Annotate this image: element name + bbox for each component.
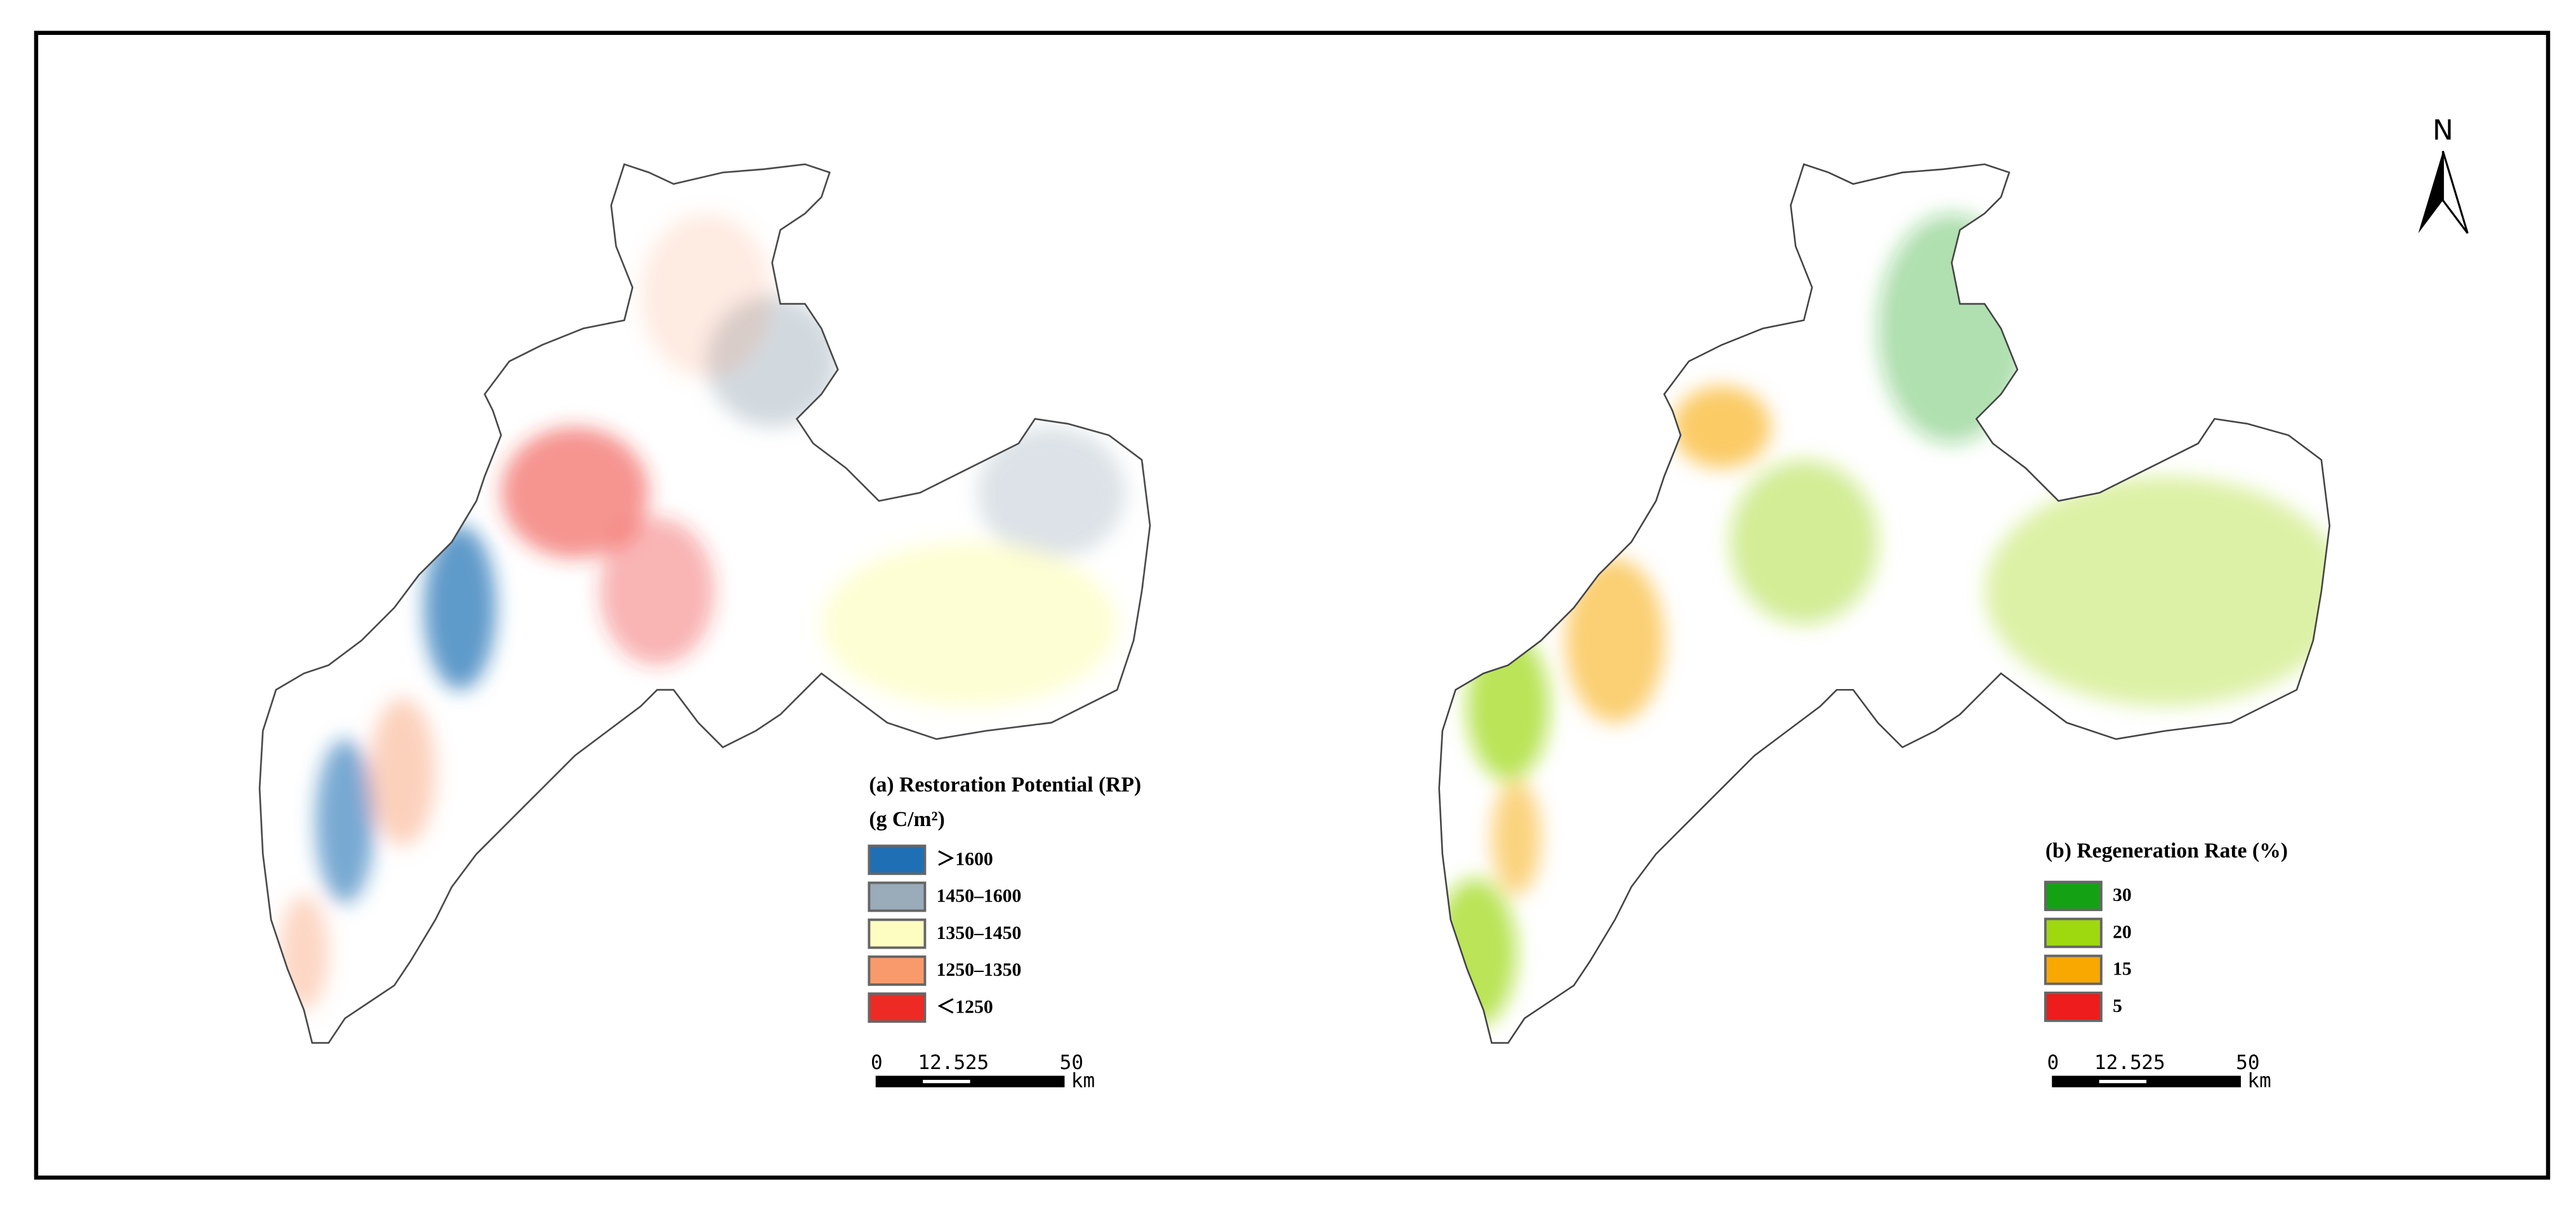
- legend-label: 5: [2113, 995, 2122, 1016]
- legend-label: ＜1250: [937, 996, 993, 1017]
- patch: [369, 698, 435, 846]
- legend-label: 15: [2113, 959, 2132, 980]
- patch: [1985, 476, 2330, 707]
- legend-label: 1250–1350: [937, 959, 1022, 980]
- legend-swatch: [868, 881, 927, 912]
- patch: [1491, 780, 1542, 895]
- patch: [423, 525, 496, 690]
- patch: [1672, 386, 1771, 468]
- scale-label: 12.5: [918, 1051, 965, 1074]
- arrow-right: [2441, 150, 2469, 234]
- scale-bar-segment: [2099, 1080, 2147, 1084]
- scale-bar-segment: [923, 1080, 970, 1084]
- legend-label: 30: [2113, 884, 2132, 905]
- north-arrow: N: [2418, 114, 2469, 234]
- patch: [1565, 558, 1665, 723]
- scale-label: 0: [871, 1051, 883, 1074]
- legend-swatch: [2044, 917, 2103, 949]
- scale-label: 25: [2141, 1051, 2165, 1074]
- map-a-texture: [279, 213, 1126, 1011]
- north-label: N: [2433, 114, 2454, 147]
- scale-label: 12.5: [2094, 1051, 2142, 1074]
- scale-unit: km: [2247, 1070, 2271, 1093]
- legend-title: (b) Regeneration Rate (%): [2045, 839, 2288, 862]
- arrow-left: [2418, 151, 2443, 233]
- legend-label: 1350–1450: [937, 922, 1022, 943]
- patch: [315, 739, 375, 903]
- scale-label: 0: [2047, 1051, 2059, 1074]
- legend-swatch: [2044, 954, 2103, 985]
- scale-label: 50: [2236, 1051, 2259, 1074]
- scale-label: 50: [1060, 1051, 1083, 1074]
- patch: [599, 517, 715, 666]
- map-a: [258, 163, 1151, 1044]
- scale-unit: km: [1071, 1070, 1095, 1093]
- legend-swatch: [2044, 991, 2103, 1022]
- legend-swatch: [868, 918, 927, 949]
- legend-swatch: [868, 844, 927, 876]
- legend-swatch: [868, 992, 927, 1023]
- legend-swatch: [868, 955, 927, 986]
- legend-title: (a) Restoration Potential (RP): [869, 773, 1141, 797]
- patch: [1729, 459, 1878, 624]
- patch: [640, 213, 772, 378]
- legend-unit: (g C/m²): [869, 808, 944, 831]
- patch: [501, 427, 649, 559]
- legend-label: ＞1600: [937, 848, 993, 869]
- legend-label: 1450–1600: [937, 886, 1022, 907]
- legend-label: 20: [2113, 921, 2132, 942]
- patch: [977, 427, 1126, 559]
- legend-swatch: [2044, 881, 2103, 912]
- patch: [821, 542, 1118, 707]
- scale-label: 25: [965, 1051, 989, 1074]
